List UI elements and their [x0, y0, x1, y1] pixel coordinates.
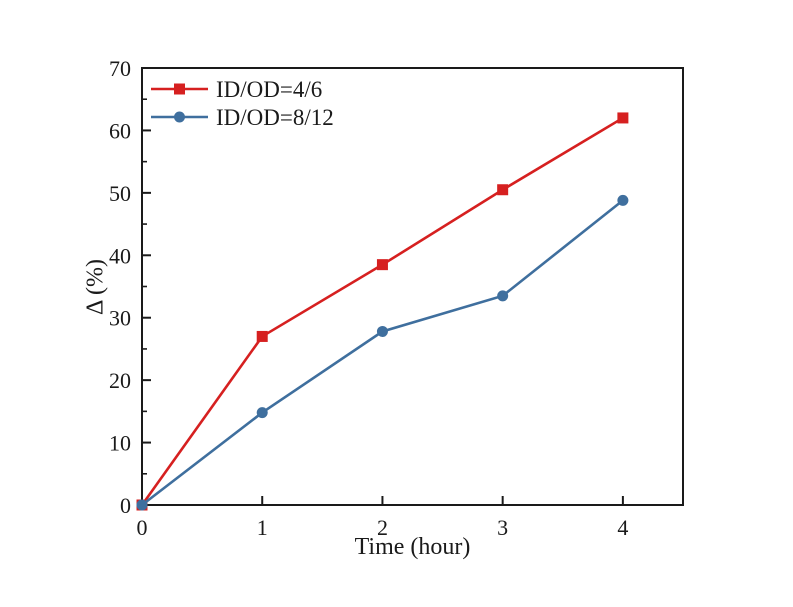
y-tick-label: 40 — [109, 243, 131, 268]
legend-item-1: ID/OD=4/6 — [151, 75, 334, 103]
x-tick-label: 2 — [377, 515, 388, 540]
y-axis-title: Δ (%) — [82, 258, 109, 316]
x-tick-label: 0 — [137, 515, 148, 540]
y-tick-label: 20 — [109, 368, 131, 393]
legend-item-2: ID/OD=8/12 — [151, 103, 334, 131]
x-tick-label: 3 — [497, 515, 508, 540]
legend-swatch-square-icon — [151, 83, 208, 95]
y-tick-label: 70 — [109, 56, 131, 81]
data-point-circle — [136, 499, 148, 511]
x-axis-title: Time (hour) — [354, 534, 471, 560]
series-line-1 — [140, 116, 624, 506]
data-point-circle — [497, 290, 509, 302]
x-tick-label: 1 — [257, 515, 268, 540]
data-point-square — [497, 184, 509, 196]
x-tick-label: 4 — [617, 515, 628, 540]
y-tick-label: 0 — [120, 493, 131, 518]
y-tick-label: 30 — [109, 306, 131, 331]
plot-frame — [141, 67, 684, 506]
data-point-square — [256, 330, 268, 342]
legend-swatch-circle-icon — [151, 111, 208, 123]
data-point-square — [376, 259, 388, 271]
y-tick-label: 50 — [109, 181, 131, 206]
data-point-square — [617, 112, 629, 124]
series-line-2 — [141, 199, 624, 507]
legend-label-series-2: ID/OD=8/12 — [216, 104, 334, 130]
data-point-circle — [617, 194, 629, 206]
data-point-circle — [376, 325, 388, 337]
y-tick-label: 60 — [109, 118, 131, 143]
legend: ID/OD=4/6 ID/OD=8/12 — [151, 75, 334, 131]
data-point-circle — [256, 407, 268, 419]
y-tick-label: 10 — [109, 431, 131, 456]
legend-label-series-1: ID/OD=4/6 — [216, 76, 323, 102]
